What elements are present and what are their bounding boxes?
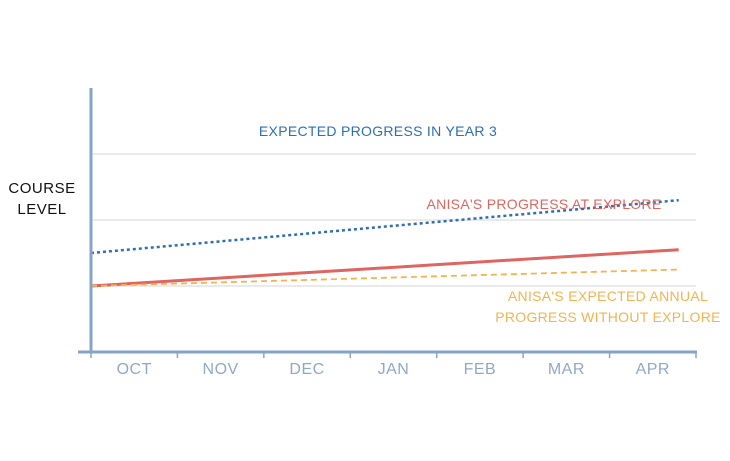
gridlines [91, 153, 696, 287]
series-label-2-line-1: ANISA'S PROGRESS AT EXPLORE [426, 196, 661, 212]
y-axis-label-line-2: LEVEL [17, 201, 66, 218]
y-axis-label-line-1: COURSE [8, 180, 75, 197]
x-tick-label-oct: OCT [117, 361, 152, 378]
series-label-3-line-2: PROGRESS WITHOUT EXPLORE [495, 309, 721, 325]
series-line-3 [90, 268, 679, 287]
series-label-1-line-1: EXPECTED PROGRESS IN YEAR 3 [259, 123, 497, 139]
x-tick-label-mar: MAR [548, 361, 585, 378]
x-tick-label-feb: FEB [464, 361, 497, 378]
x-tick-label-jan: JAN [378, 361, 410, 378]
x-tick-label-apr: APR [636, 361, 670, 378]
labels: OCT NOV DEC JAN FEB MAR APR COURSE LEVEL EXPECTED… [8, 123, 720, 378]
series-line-1 [90, 198, 679, 255]
series-line-2 [90, 248, 679, 288]
series-label-3-line-1: ANISA'S EXPECTED ANNUAL [508, 288, 708, 304]
series-lines [90, 198, 679, 288]
x-tick-label-nov: NOV [203, 361, 239, 378]
axes [78, 88, 697, 358]
x-tick-label-dec: DEC [289, 361, 324, 378]
